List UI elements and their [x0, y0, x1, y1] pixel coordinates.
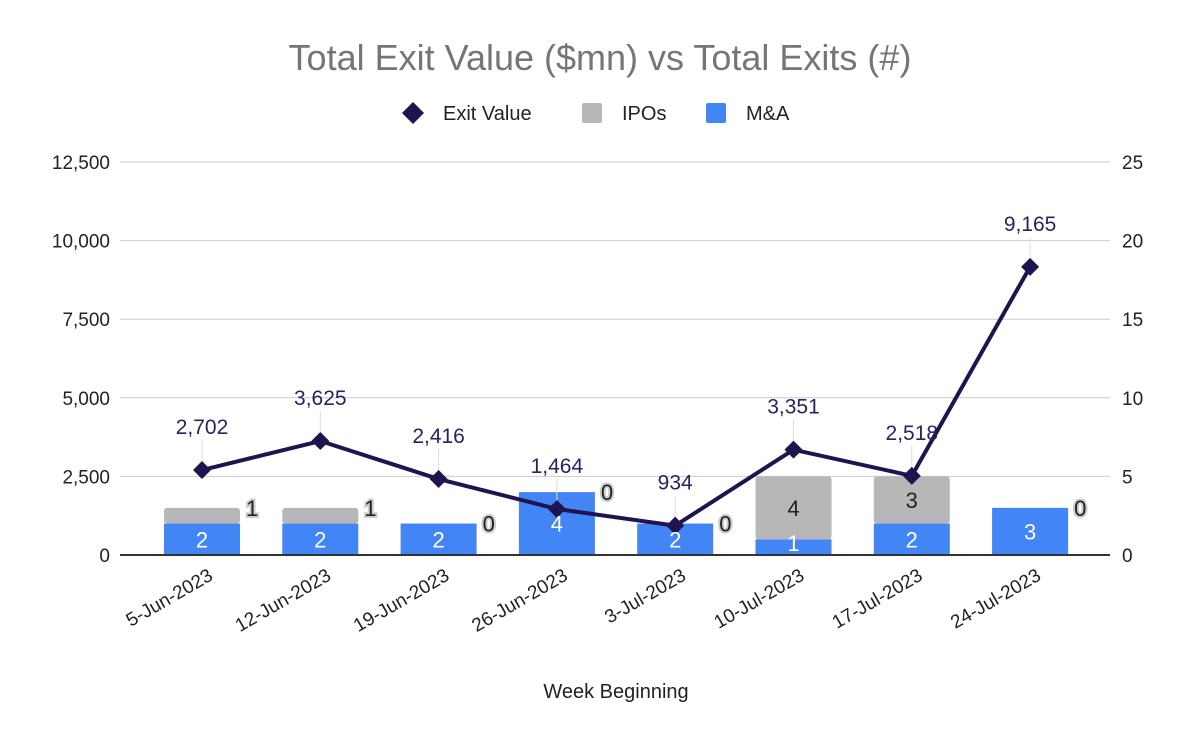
- x-axis-title: Week Beginning: [543, 681, 688, 703]
- ipos-data-label: 1: [246, 496, 258, 521]
- exit-value-point-marker: [784, 440, 803, 459]
- legend-swatch-icon: [706, 103, 726, 123]
- exit-value-line: [193, 236, 1040, 535]
- x-axis-tick-label: 24-Jul-2023: [947, 565, 1044, 633]
- ipos-data-label: 0: [1074, 496, 1086, 521]
- bar-m-and-a: [755, 539, 832, 555]
- m-and-a-data-label: 2: [906, 527, 918, 552]
- bar-ipos: [282, 507, 359, 524]
- left-axis-tick-label: 12,500: [52, 153, 110, 174]
- exit-value-point-marker: [429, 470, 448, 489]
- exit-value-data-label: 2,518: [886, 422, 939, 445]
- data-labels: 2 1 2 1 2 0 4 0 2 0 1 4 2 3 3 0 2,702 3,625 2,416 1,464 934 3…: [176, 213, 1089, 556]
- bar-m-and-a: [873, 523, 950, 555]
- x-axis-tick-label: 10-Jul-2023: [711, 565, 808, 633]
- bar-ipos: [873, 476, 950, 524]
- gridlines: [120, 161, 1110, 477]
- exit-value-series-line: [201, 265, 1032, 528]
- m-and-a-data-label: 3: [1024, 519, 1036, 544]
- m-and-a-data-label: 1: [787, 531, 799, 556]
- exit-value-data-label: 934: [658, 472, 693, 495]
- right-axis-tick-label: 15: [1122, 310, 1143, 331]
- bar-m-and-a: [282, 523, 359, 555]
- m-and-a-data-label: 2: [314, 527, 326, 552]
- bar-m-and-a: [400, 523, 477, 555]
- m-and-a-data-label: 2: [669, 527, 681, 552]
- right-axis-tick-label: 20: [1122, 232, 1143, 253]
- legend-label: Exit Value: [443, 103, 532, 125]
- right-axis-tick-label: 10: [1122, 389, 1143, 410]
- legend-exit-value-marker-icon: [402, 102, 424, 124]
- exit-value-point-marker: [666, 516, 685, 535]
- right-axis-tick-label: 0: [1122, 546, 1133, 567]
- exit-value-point-marker: [1021, 257, 1040, 276]
- right-axis-tick-label: 25: [1122, 153, 1143, 174]
- exit-value-point-marker: [547, 499, 566, 518]
- x-axis-tick-label: 5-Jun-2023: [123, 565, 217, 631]
- exit-value-data-label: 2,416: [412, 425, 465, 448]
- x-axis-tick-label: 12-Jun-2023: [232, 565, 335, 637]
- ipos-data-label: 3: [906, 488, 918, 513]
- legend-swatch-icon: [582, 103, 602, 123]
- m-and-a-data-label: 2: [196, 527, 208, 552]
- bar-m-and-a: [164, 523, 240, 555]
- exit-value-data-label: 2,702: [176, 416, 229, 439]
- axes: 02,5005,0007,50010,00012,50005101520255-…: [52, 153, 1143, 637]
- bar-ipos: [164, 507, 240, 524]
- x-axis-tick-label: 17-Jul-2023: [829, 565, 926, 633]
- exit-value-data-label: 3,625: [294, 387, 347, 410]
- chart-title: Total Exit Value ($mn) vs Total Exits (#…: [289, 37, 912, 78]
- bar-ipos: [755, 476, 832, 540]
- exit-value-data-label: 9,165: [1004, 213, 1057, 236]
- exit-value-point-marker: [902, 466, 921, 485]
- legend-label: IPOs: [622, 103, 666, 125]
- ipos-data-label: 4: [787, 496, 799, 521]
- exit-value-point-marker: [193, 461, 211, 480]
- legend-label: M&A: [746, 103, 790, 125]
- right-axis-tick-label: 5: [1122, 467, 1133, 488]
- legend: Exit Value IPOs M&A: [402, 102, 790, 125]
- left-axis-tick-label: 0: [99, 546, 110, 567]
- ipos-data-label: 1: [364, 496, 376, 521]
- left-axis-tick-label: 5,000: [62, 389, 110, 410]
- exit-value-data-label: 3,351: [767, 396, 820, 419]
- x-axis-tick-label: 26-Jun-2023: [468, 565, 571, 637]
- left-axis-tick-label: 10,000: [52, 232, 110, 253]
- x-axis-tick-label: 19-Jun-2023: [350, 565, 453, 637]
- ipos-data-label: 0: [719, 512, 731, 537]
- exit-value-data-label: 1,464: [531, 455, 584, 478]
- x-axis-tick-label: 3-Jul-2023: [601, 565, 689, 628]
- ipos-data-label: 0: [601, 480, 613, 505]
- m-and-a-data-label: 2: [432, 527, 444, 552]
- bar-m-and-a: [992, 507, 1069, 555]
- ipos-data-label: 0: [483, 512, 495, 537]
- exit-value-point-marker: [311, 432, 330, 451]
- m-and-a-data-label: 4: [551, 512, 563, 537]
- left-axis-tick-label: 2,500: [62, 467, 110, 488]
- left-axis-tick-label: 7,500: [62, 310, 110, 331]
